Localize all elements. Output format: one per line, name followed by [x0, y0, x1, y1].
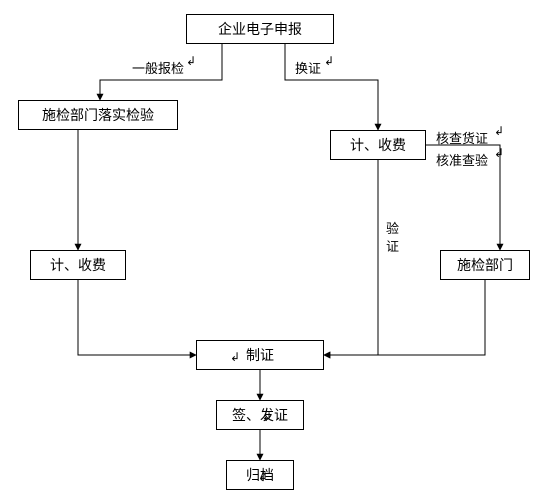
edge-label-check-goods: 核查货证 — [436, 128, 488, 147]
node-label: 签、发证 — [232, 405, 288, 425]
edge-label-verify-1: 验 — [386, 218, 399, 237]
edge-label-verify-2: 证 — [386, 236, 399, 255]
cap-icon: ↲ — [494, 124, 504, 139]
node-label: 计、收费 — [350, 135, 406, 155]
node-certificate: 制证 — [196, 340, 324, 370]
cap-icon: ↲ — [186, 54, 196, 69]
edge-label-change: 换证 — [295, 58, 321, 77]
node-inspection-implement: 施检部门落实检验 — [18, 100, 178, 130]
node-label: 企业电子申报 — [218, 19, 302, 39]
cap-icon: ↲ — [258, 470, 268, 485]
cap-icon: ↲ — [262, 410, 272, 425]
node-sign-issue: 签、发证 — [216, 400, 304, 430]
node-label: 施检部门 — [457, 255, 513, 275]
edge-dept-r-to-cert — [324, 280, 485, 355]
cap-icon: ↲ — [324, 54, 334, 69]
edge-label-general: 一般报检 — [132, 58, 184, 77]
node-enterprise-report: 企业电子申报 — [186, 14, 334, 44]
edge-label-check-verify: 核准查验 — [436, 150, 488, 169]
node-fee-left: 计、收费 — [30, 250, 126, 280]
cap-icon: ↲ — [494, 146, 504, 161]
node-label: 制证 — [246, 345, 274, 365]
edge-fee-l-to-cert — [78, 280, 196, 355]
node-label: 计、收费 — [50, 255, 106, 275]
node-label: 施检部门落实检验 — [42, 105, 154, 125]
cap-icon: ↲ — [230, 350, 240, 365]
node-fee-right: 计、收费 — [330, 130, 426, 160]
node-inspection-dept-right: 施检部门 — [440, 250, 530, 280]
edge-fee-r-to-cert — [324, 160, 378, 355]
